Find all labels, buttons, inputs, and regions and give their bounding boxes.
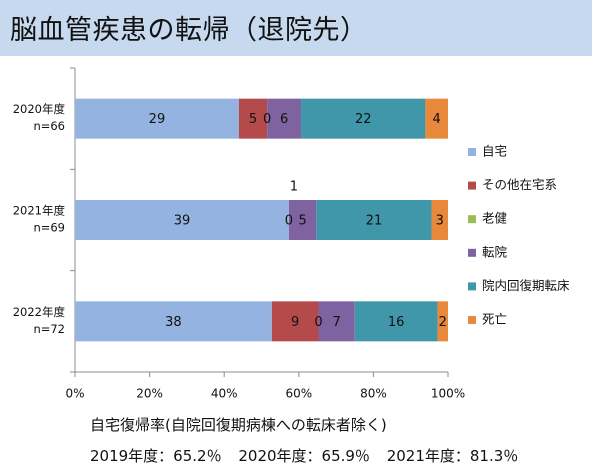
bar-segment <box>238 98 268 139</box>
data-label: 16 <box>388 315 405 330</box>
bar-segment <box>75 98 239 139</box>
legend-label: 自宅 <box>482 144 507 159</box>
bar-segment <box>288 200 317 240</box>
category-sublabel: n=69 <box>33 221 65 235</box>
data-label: 39 <box>174 214 191 229</box>
legend-swatch <box>468 282 476 291</box>
annotation-label: 1 <box>290 180 298 195</box>
home-return-note: 自宅復帰率(自院回復期病棟への転床者除く) <box>90 416 387 434</box>
category-label: 2021年度 <box>13 204 66 218</box>
data-label: 5 <box>298 214 306 229</box>
data-label: 0 <box>263 112 271 127</box>
data-label: 4 <box>433 112 441 127</box>
bar-segment <box>431 200 448 240</box>
data-label: 0 <box>314 315 322 330</box>
category-sublabel: n=72 <box>33 322 65 336</box>
data-label: 2 <box>439 315 447 330</box>
x-tick-label: 20% <box>136 387 163 401</box>
bar-segment <box>301 98 426 139</box>
data-label: 38 <box>165 315 182 330</box>
data-label: 7 <box>332 315 340 330</box>
legend-label: 死亡 <box>482 312 507 327</box>
data-label: 6 <box>280 112 288 127</box>
category-label: 2020年度 <box>13 102 66 116</box>
category-sublabel: n=66 <box>33 119 65 133</box>
x-tick-label: 40% <box>211 387 238 401</box>
category-label: 2022年度 <box>13 305 66 319</box>
rate-2019: 2019年度：65.2％ <box>90 447 222 465</box>
data-label: 0 <box>285 214 293 229</box>
data-label: 29 <box>149 112 166 127</box>
data-label: 9 <box>291 315 299 330</box>
legend-swatch <box>468 148 476 156</box>
rate-2020: 2020年度：65.9％ <box>238 447 370 465</box>
legend-label: 老健 <box>482 211 508 226</box>
bar-segment <box>318 301 355 342</box>
legend-swatch <box>468 215 476 224</box>
legend-label: その他在宅系 <box>482 177 557 192</box>
data-label: 22 <box>355 112 372 127</box>
home-return-rates: 2019年度：65.2％ 2020年度：65.9％ 2021年度：81.3％ <box>90 445 530 466</box>
bar-segment <box>75 200 289 240</box>
legend-swatch <box>468 248 476 257</box>
bar-segment <box>267 98 302 139</box>
bar-segment <box>271 301 319 342</box>
bar-segment <box>425 98 448 139</box>
bar-segment <box>316 200 432 240</box>
bar-segment <box>354 301 438 342</box>
data-label: 21 <box>366 214 383 229</box>
title-banner: 脳血管疾患の転帰（退院先） <box>0 0 592 56</box>
x-tick-label: 100% <box>431 387 465 401</box>
x-tick-label: 0% <box>65 387 84 401</box>
data-label: 3 <box>436 214 444 229</box>
x-tick-label: 60% <box>285 387 312 401</box>
legend-swatch <box>468 181 476 190</box>
rate-2021: 2021年度：81.3％ <box>386 447 519 465</box>
bar-segment <box>437 301 448 342</box>
legend-label: 転院 <box>482 244 508 259</box>
x-tick-label: 80% <box>360 387 387 401</box>
bar-segment <box>75 301 272 342</box>
page-title: 脳血管疾患の転帰（退院先） <box>10 15 368 46</box>
legend-swatch <box>468 316 476 324</box>
legend-label: 院内回復期転床 <box>482 278 570 293</box>
data-label: 5 <box>249 112 257 127</box>
